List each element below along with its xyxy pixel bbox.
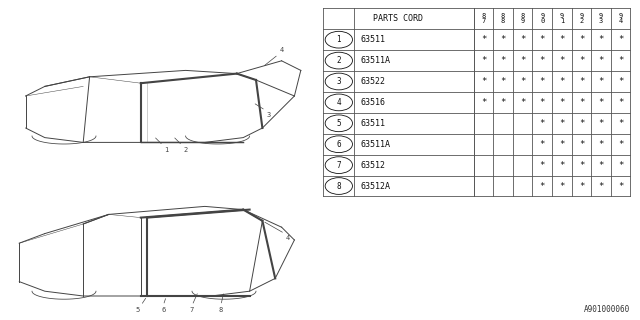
Text: 63512: 63512 <box>361 161 386 170</box>
Text: A901000060: A901000060 <box>584 305 630 314</box>
Text: 63511: 63511 <box>361 119 386 128</box>
Text: *: * <box>500 98 506 107</box>
Text: *: * <box>598 181 604 190</box>
Text: *: * <box>618 119 623 128</box>
Text: *: * <box>598 140 604 149</box>
Text: 7: 7 <box>337 161 341 170</box>
Text: 8: 8 <box>337 181 341 190</box>
Text: *: * <box>579 35 584 44</box>
Text: *: * <box>481 98 486 107</box>
Text: *: * <box>598 98 604 107</box>
Text: *: * <box>481 56 486 65</box>
Text: 63512A: 63512A <box>361 181 391 190</box>
Text: 9
2: 9 2 <box>579 13 584 24</box>
Text: *: * <box>618 181 623 190</box>
Text: 1: 1 <box>337 35 341 44</box>
Text: *: * <box>540 35 545 44</box>
Text: 5: 5 <box>337 119 341 128</box>
Text: 6: 6 <box>161 307 165 313</box>
Text: 63511A: 63511A <box>361 140 391 149</box>
Text: *: * <box>520 98 525 107</box>
Text: *: * <box>618 98 623 107</box>
Text: 8: 8 <box>219 307 223 313</box>
Text: *: * <box>559 35 564 44</box>
Text: *: * <box>559 119 564 128</box>
Text: *: * <box>618 77 623 86</box>
Text: 63511A: 63511A <box>361 56 391 65</box>
Text: *: * <box>500 77 506 86</box>
Text: *: * <box>579 56 584 65</box>
Text: 9
1: 9 1 <box>560 13 564 24</box>
Text: *: * <box>559 140 564 149</box>
Text: 3: 3 <box>267 112 271 118</box>
Text: *: * <box>481 77 486 86</box>
Text: *: * <box>540 77 545 86</box>
Text: *: * <box>598 56 604 65</box>
Text: *: * <box>481 35 486 44</box>
Text: PARTS CORD: PARTS CORD <box>373 14 424 23</box>
Text: 63522: 63522 <box>361 77 386 86</box>
Text: *: * <box>579 161 584 170</box>
Text: *: * <box>540 98 545 107</box>
Text: 2: 2 <box>337 56 341 65</box>
Text: *: * <box>598 161 604 170</box>
Text: *: * <box>559 98 564 107</box>
Text: *: * <box>540 56 545 65</box>
Text: *: * <box>540 161 545 170</box>
Text: *: * <box>559 77 564 86</box>
Text: 4: 4 <box>337 98 341 107</box>
Text: 7: 7 <box>190 307 194 313</box>
Text: *: * <box>598 119 604 128</box>
Text: *: * <box>579 119 584 128</box>
Text: *: * <box>520 77 525 86</box>
Text: *: * <box>598 35 604 44</box>
Text: *: * <box>579 98 584 107</box>
Text: 3: 3 <box>337 77 341 86</box>
Text: *: * <box>540 181 545 190</box>
Text: 8
9: 8 9 <box>520 13 525 24</box>
Text: *: * <box>598 77 604 86</box>
Text: 9
0: 9 0 <box>540 13 545 24</box>
Text: *: * <box>618 161 623 170</box>
Text: 6: 6 <box>337 140 341 149</box>
Text: *: * <box>559 161 564 170</box>
Text: *: * <box>540 119 545 128</box>
Text: *: * <box>579 77 584 86</box>
Text: *: * <box>579 181 584 190</box>
Text: 63511: 63511 <box>361 35 386 44</box>
Text: *: * <box>500 35 506 44</box>
Text: 9
4: 9 4 <box>618 13 623 24</box>
Text: 8
7: 8 7 <box>481 13 486 24</box>
Text: 8
8: 8 8 <box>501 13 505 24</box>
Text: *: * <box>520 56 525 65</box>
Text: *: * <box>500 56 506 65</box>
Text: *: * <box>618 56 623 65</box>
Text: 5: 5 <box>136 307 140 313</box>
Text: 4: 4 <box>286 235 290 241</box>
Text: *: * <box>559 181 564 190</box>
Text: 9
3: 9 3 <box>599 13 603 24</box>
Text: 4: 4 <box>280 47 284 53</box>
Text: *: * <box>540 140 545 149</box>
Text: 1: 1 <box>164 147 168 153</box>
Text: *: * <box>618 35 623 44</box>
Text: *: * <box>579 140 584 149</box>
Text: 63516: 63516 <box>361 98 386 107</box>
Text: 2: 2 <box>184 147 188 153</box>
Text: *: * <box>618 140 623 149</box>
Text: *: * <box>559 56 564 65</box>
Text: *: * <box>520 35 525 44</box>
